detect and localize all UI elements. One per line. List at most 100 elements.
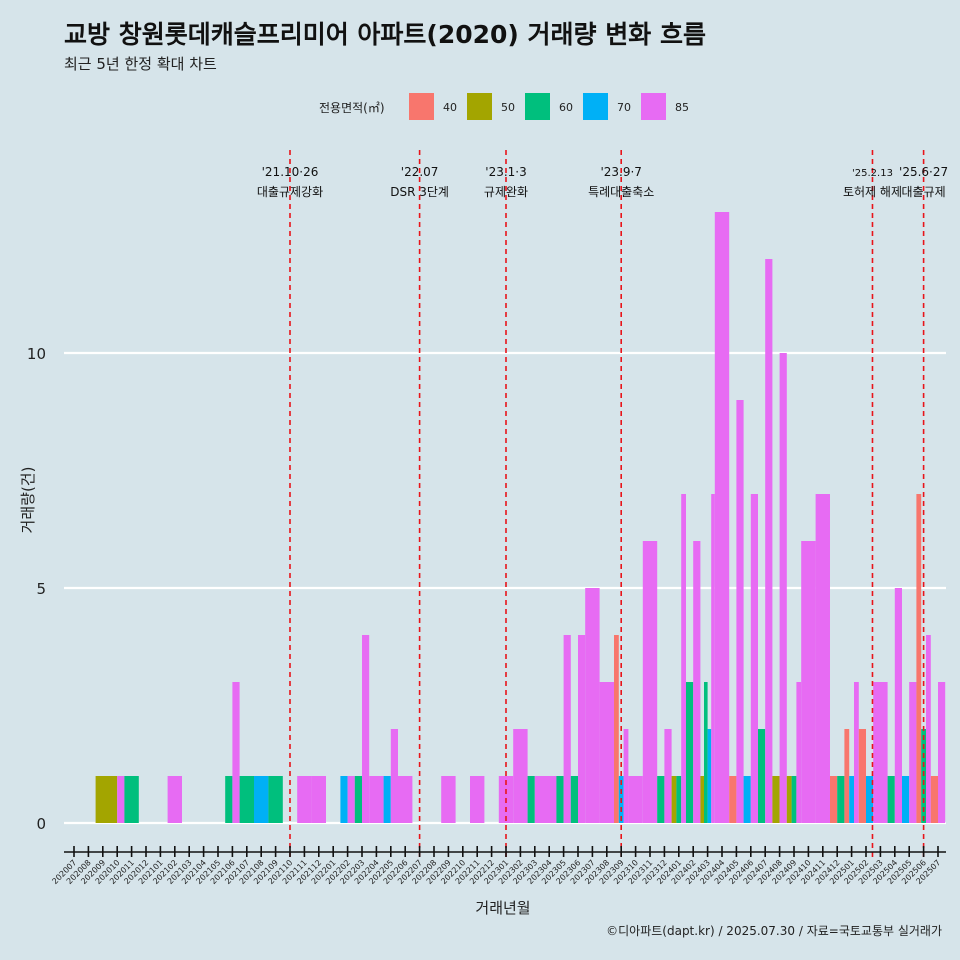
bar-202409-50 [786, 776, 792, 823]
bar-202409-60 [791, 776, 797, 823]
legend-label-60: 60 [559, 101, 573, 114]
bar-202205-70 [383, 776, 391, 823]
policy-lines [289, 150, 925, 858]
bar-202404-85 [714, 212, 730, 823]
bar-202501-40 [844, 729, 850, 823]
bar-202507-85 [938, 682, 946, 823]
legend: 전용면적(㎡) 40 50 60 70 85 [319, 93, 689, 120]
annotation-date: '25.6·27 [899, 165, 948, 179]
caption: ©디아파트(dapt.kr) / 2025.07.30 / 자료=국토교통부 실… [606, 924, 942, 938]
bar-202109-60 [268, 776, 283, 823]
legend-label-70: 70 [617, 101, 631, 114]
bar-202312-60 [657, 776, 665, 823]
bars [95, 212, 946, 823]
bar-202308-85 [599, 682, 614, 823]
y-axis: 0 5 10 [27, 345, 46, 833]
bar-202302-85 [513, 729, 528, 823]
bar-202504-85 [894, 588, 902, 823]
bar-202412-40 [830, 776, 838, 823]
bar-202211-85 [470, 776, 485, 823]
bar-202311-85 [642, 541, 658, 823]
bar-202112-85 [311, 776, 326, 823]
y-tick-label: 0 [36, 815, 46, 833]
bar-202505-85 [909, 682, 917, 823]
chart-subtitle: 최근 5년 한정 확대 차트 [64, 55, 217, 73]
bar-202102-85 [167, 776, 182, 823]
annotation-label: DSR 3단계 [390, 185, 449, 199]
bar-202106-85 [232, 682, 240, 823]
annotation-label: 규제완화 [484, 185, 528, 199]
annotation-date: '23.1·3 [485, 165, 526, 179]
bar-202406-70 [743, 776, 751, 823]
bar-202506-40 [916, 494, 922, 823]
bar-202205-85 [390, 729, 398, 823]
bar-202010-85 [117, 776, 125, 823]
bar-202011-60 [124, 776, 139, 823]
bar-202305-60 [556, 776, 564, 823]
bar-202403-60 [704, 682, 708, 823]
annotation-date: '23.9·7 [600, 165, 641, 179]
bar-202406-85 [750, 494, 758, 823]
bar-202407-60 [758, 729, 766, 823]
bar-202402-85 [693, 541, 701, 823]
legend-label-50: 50 [501, 101, 515, 114]
bar-202303-60 [527, 776, 535, 823]
bar-202310-85 [628, 776, 643, 823]
bar-202309-40 [614, 635, 619, 823]
legend-key-50 [467, 93, 492, 120]
annotation-date: '22.07 [401, 165, 439, 179]
bar-202203-85 [362, 635, 370, 823]
bar-202501-85 [854, 682, 859, 823]
annotation-label: 대출규제강화 [257, 185, 323, 199]
bar-202507-40 [930, 776, 938, 823]
bar-202401-50 [671, 776, 677, 823]
bar-202408-50 [772, 776, 780, 823]
bar-202401-60 [676, 776, 682, 823]
bar-202403-50 [700, 776, 704, 823]
x-axis: 2020072020082020092020102020112020122021… [50, 846, 946, 886]
bar-202403-85 [711, 494, 715, 823]
y-tick-label: 10 [27, 345, 46, 363]
annotation-date: '21.10·26 [262, 165, 319, 179]
legend-key-85 [641, 93, 666, 120]
annotation-label: 대출규제 [902, 185, 946, 199]
bar-202010-50 [110, 776, 118, 823]
legend-key-40 [409, 93, 434, 120]
bar-202409-85 [796, 682, 802, 823]
annotation-label: 토허제 해제 [843, 185, 902, 199]
bar-202503-85 [873, 682, 888, 823]
bar-202401-85 [681, 494, 686, 823]
bar-202502-70 [866, 776, 874, 823]
bar-202206-85 [398, 776, 413, 823]
bar-202303-85 [534, 776, 542, 823]
bar-202202-70 [340, 776, 348, 823]
bar-202307-85 [585, 588, 600, 823]
x-axis-label: 거래년월 [475, 899, 530, 917]
bar-202306-85 [578, 635, 586, 823]
bar-202405-85 [736, 400, 744, 823]
bar-202501-70 [849, 776, 854, 823]
bar-202506-85 [926, 635, 931, 823]
bar-202209-85 [441, 776, 456, 823]
bar-202111-85 [297, 776, 312, 823]
bar-202304-85 [542, 776, 557, 823]
chart-title: 교방 창원롯데캐슬프리미어 아파트(2020) 거래량 변화 흐름 [64, 20, 706, 49]
bar-202411-85 [815, 494, 830, 823]
annotations: '21.10·26 대출규제강화 '22.07 DSR 3단계 '23.1·3 규제완화 '… [257, 165, 948, 199]
legend-key-70 [583, 93, 608, 120]
bar-202407-85 [765, 259, 773, 823]
annotation-date: '25.2.13 [852, 168, 893, 179]
bar-202505-70 [902, 776, 910, 823]
bar-202306-60 [570, 776, 578, 823]
bar-202203-60 [354, 776, 362, 823]
legend-label-40: 40 [443, 101, 457, 114]
bar-202309-85 [623, 729, 629, 823]
bar-202204-85 [369, 776, 384, 823]
legend-key-60 [525, 93, 550, 120]
bar-202403-70 [707, 729, 712, 823]
bar-202107-60 [239, 776, 254, 823]
bar-202402-60 [686, 682, 694, 823]
bar-202412-60 [837, 776, 845, 823]
bar-202106-60 [225, 776, 233, 823]
